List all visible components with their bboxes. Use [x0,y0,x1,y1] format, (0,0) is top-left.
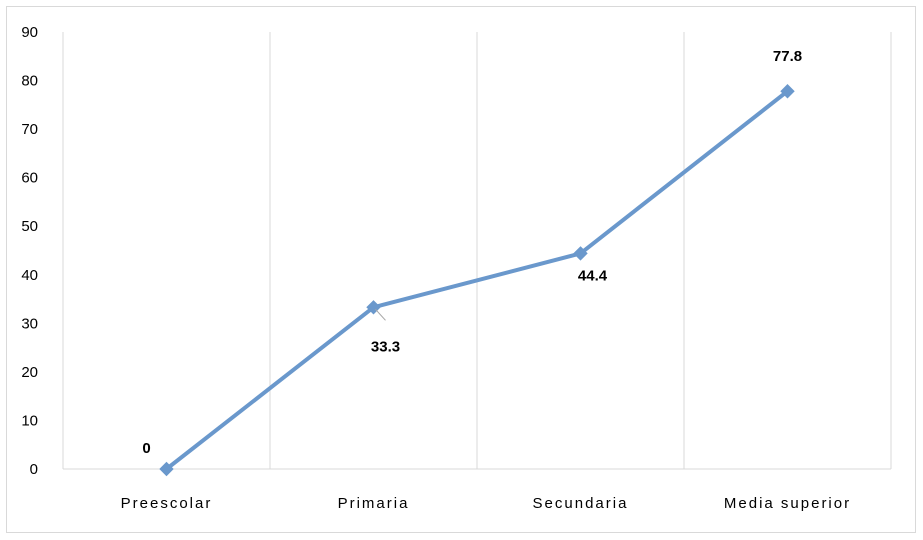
data-label-leader [375,308,386,321]
chart-frame [6,6,916,533]
y-tick-label: 80 [21,73,38,90]
x-category-label: Primaria [338,495,410,512]
data-point-marker [780,84,795,99]
data-labels: 0 33.3 44.4 77.8 [142,48,802,457]
y-tick-label: 90 [21,24,38,41]
x-category-label: Media superior [724,495,851,512]
data-point-marker [159,461,174,477]
y-axis-ticks: 0 10 20 30 40 50 60 70 80 90 [21,24,38,478]
y-tick-label: 0 [30,461,38,478]
gridlines [62,32,892,469]
x-category-label: Secundaria [533,495,629,512]
y-tick-label: 20 [21,364,38,381]
x-axis-categories: Preescolar Primaria Secundaria Media superi… [121,495,851,512]
data-label: 0 [142,440,150,457]
y-tick-label: 70 [21,121,38,138]
y-tick-label: 40 [21,267,38,284]
series [159,84,795,477]
y-tick-label: 60 [21,170,38,187]
data-label: 77.8 [773,48,802,65]
x-category-label: Preescolar [121,495,213,512]
data-point-marker [573,246,588,261]
y-tick-label: 10 [21,412,38,429]
data-label: 33.3 [371,338,400,355]
series-line [164,89,790,471]
data-label: 44.4 [578,267,608,284]
y-tick-label: 50 [21,218,38,235]
y-tick-label: 30 [21,315,38,332]
